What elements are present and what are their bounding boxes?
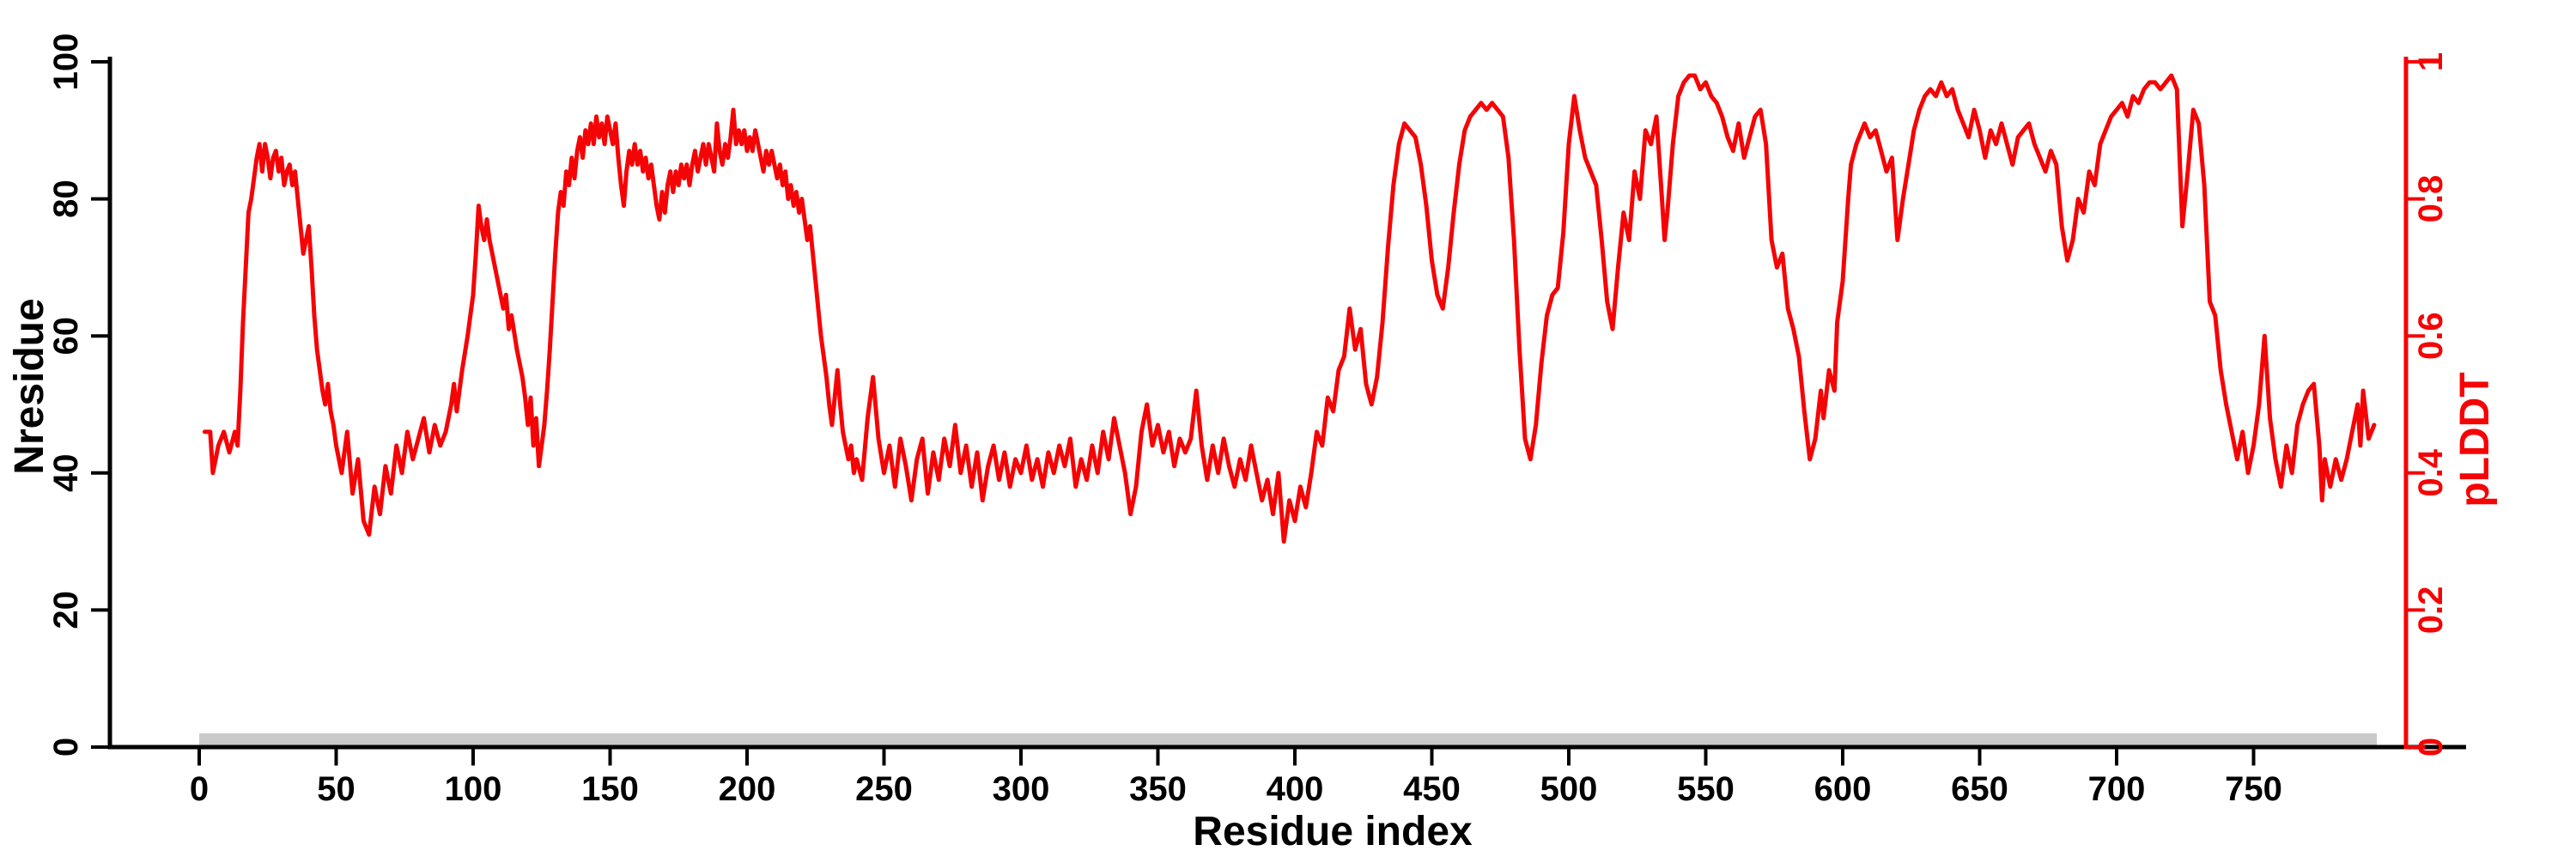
x-axis-ticks: 0 50 100 150 200 250 300 350 400 450 500 550 600 650 7… <box>190 749 2282 808</box>
right-tick-label: 0 <box>2412 738 2450 757</box>
left-tick-label: 80 <box>47 179 85 218</box>
left-tick-label: 20 <box>47 591 85 629</box>
x-tick-label: 500 <box>1540 770 1598 808</box>
x-tick-label: 400 <box>1267 770 1324 808</box>
x-tick-label: 650 <box>1951 770 2008 808</box>
right-tick-label: 0.4 <box>2412 448 2450 496</box>
right-tick-label: 0.2 <box>2412 586 2450 635</box>
x-tick-label: 300 <box>993 770 1050 808</box>
left-tick-label: 100 <box>47 33 85 91</box>
right-axis-ticks: 0 0.2 0.4 0.6 0.8 1 <box>2408 52 2450 757</box>
x-tick-label: 50 <box>317 770 355 808</box>
x-axis-title: Residue index <box>1193 809 1473 854</box>
right-tick-label: 1 <box>2412 52 2450 71</box>
left-axis-ticks: 0 20 40 60 80 100 <box>47 33 108 757</box>
x-tick-label: 350 <box>1129 770 1187 808</box>
right-tick-label: 0.8 <box>2412 175 2450 223</box>
x-tick-label: 250 <box>855 770 913 808</box>
left-tick-label: 40 <box>47 454 85 493</box>
right-tick-label: 0.6 <box>2412 312 2450 360</box>
x-tick-label: 600 <box>1814 770 1872 808</box>
annotation-bar <box>199 733 2378 747</box>
x-tick-label: 700 <box>2088 770 2146 808</box>
x-tick-label: 200 <box>719 770 776 808</box>
annotation-layer <box>199 733 2378 747</box>
left-tick-label: 0 <box>47 738 85 757</box>
x-tick-label: 750 <box>2225 770 2282 808</box>
x-tick-label: 150 <box>581 770 639 808</box>
left-tick-label: 60 <box>47 317 85 356</box>
series-layer <box>202 73 2377 544</box>
right-axis-title: pLDDT <box>2452 372 2498 507</box>
x-tick-label: 450 <box>1403 770 1461 808</box>
plddt-line <box>202 73 2377 544</box>
x-tick-label: 100 <box>445 770 502 808</box>
x-tick-label: 550 <box>1677 770 1735 808</box>
x-tick-label: 0 <box>190 770 209 808</box>
left-axis-title: Nresidue <box>7 298 52 474</box>
